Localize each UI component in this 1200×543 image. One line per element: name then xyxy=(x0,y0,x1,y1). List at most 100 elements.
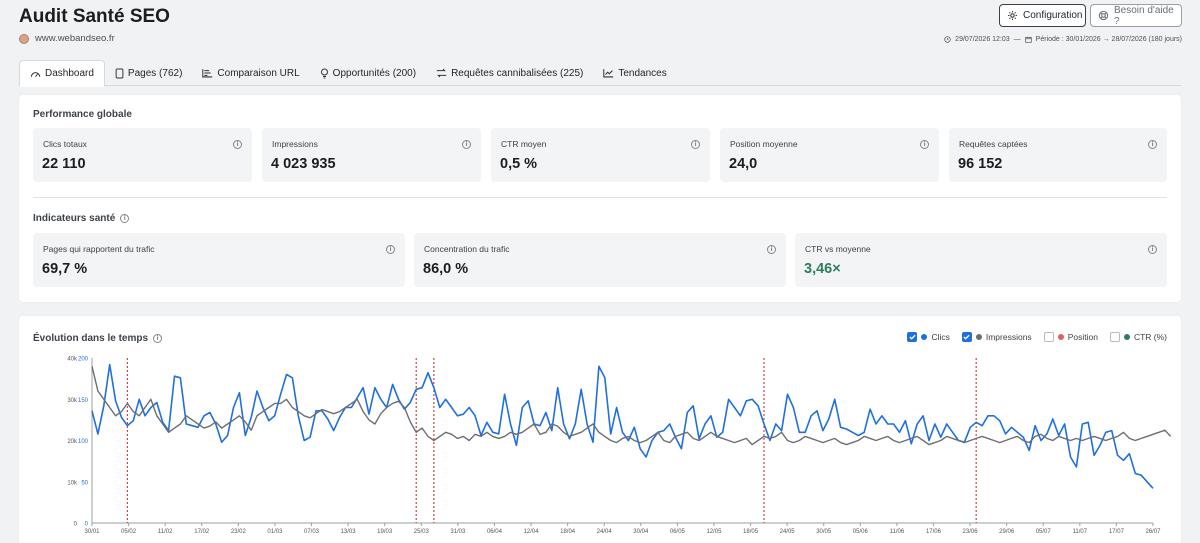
y-right-tick-label: 100 xyxy=(78,439,89,445)
gauge-icon xyxy=(30,71,41,77)
x-tick-label: 24/05 xyxy=(780,529,796,535)
tab-label: Tendances xyxy=(618,67,667,79)
x-tick-label: 26/07 xyxy=(1145,529,1161,535)
kpi-value: 4 023 935 xyxy=(271,156,336,172)
kpi-card-clics: Clics totaux 22 110 i xyxy=(33,128,252,182)
info-icon[interactable]: i xyxy=(767,245,776,254)
x-tick-label: 31/03 xyxy=(450,529,466,535)
performance-panel: Performance globale Clics totaux 22 110 … xyxy=(19,95,1181,302)
info-icon[interactable]: i xyxy=(1148,140,1157,149)
checkbox-ctr[interactable] xyxy=(1109,332,1120,342)
health-card-concentration: Concentration du trafic 86,0 % i xyxy=(414,233,786,287)
health-card-pages: Pages qui rapportent du trafic 69,7 % i xyxy=(33,233,405,287)
info-icon[interactable]: i xyxy=(462,140,471,149)
tab-label: Dashboard xyxy=(45,68,94,79)
checkbox-impressions[interactable] xyxy=(961,332,972,342)
health-label: CTR vs moyenne xyxy=(805,244,871,254)
legend-label: CTR (%) xyxy=(1133,332,1167,342)
y-left-tick-label: 30k xyxy=(67,398,78,404)
tab-comparaison-url[interactable]: Comparaison URL xyxy=(192,60,309,86)
info-icon[interactable]: i xyxy=(153,334,163,343)
kpi-value: 22 110 xyxy=(42,156,86,172)
configuration-button[interactable]: Configuration xyxy=(999,4,1086,27)
kpi-label: Clics totaux xyxy=(43,139,87,149)
x-tick-label: 30/04 xyxy=(633,529,649,535)
tab-requetes-cannibalisees[interactable]: Requêtes cannibalisées (225) xyxy=(426,60,593,86)
favicon-icon xyxy=(19,33,29,44)
kpi-value: 96 152 xyxy=(958,156,1003,172)
help-button[interactable]: Besoin d'aide ? xyxy=(1090,4,1182,27)
info-icon[interactable]: i xyxy=(1148,245,1157,254)
page-title: Audit Santé SEO xyxy=(19,6,170,27)
kpi-value: 24,0 xyxy=(729,156,758,172)
x-tick-label: 01/03 xyxy=(267,529,283,535)
health-label: Pages qui rapportent du trafic xyxy=(43,244,155,254)
evolution-chart: 0 10k 20k 30k 40k 0 50 100 150 200 30/01 05/02 11/02… xyxy=(67,357,1172,535)
x-tick-label: 11/07 xyxy=(1073,529,1088,535)
legend-clics[interactable]: Clics xyxy=(907,332,950,342)
tab-dashboard[interactable]: Dashboard xyxy=(19,60,105,87)
x-tick-label: 12/05 xyxy=(706,529,722,535)
tab-tendances[interactable]: Tendances xyxy=(593,60,676,86)
x-tick-label: 12/04 xyxy=(524,529,540,535)
x-tick-label: 05/07 xyxy=(1036,529,1052,535)
site-url-text: www.webandseo.fr xyxy=(35,33,115,44)
legend-dot-clics xyxy=(921,334,928,340)
info-icon[interactable]: i xyxy=(691,140,700,149)
y-right-tick-label: 0 xyxy=(85,522,89,528)
kpi-label: CTR moyen xyxy=(501,139,547,149)
legend-position[interactable]: Position xyxy=(1043,332,1098,342)
meta-separator: — xyxy=(1013,36,1021,43)
checkbox-clics[interactable] xyxy=(907,332,918,342)
chart-legend: Clics Impressions Position CTR (%) xyxy=(907,332,1167,342)
y-right-tick-label: 50 xyxy=(81,480,88,486)
legend-dot-impressions xyxy=(975,334,982,340)
x-tick-label: 05/06 xyxy=(853,529,869,535)
x-tick-label: 18/05 xyxy=(743,529,759,535)
health-value: 86,0 % xyxy=(423,261,469,277)
kpi-card-impressions: Impressions 4 023 935 i xyxy=(262,128,481,182)
x-tick-label: 18/04 xyxy=(560,529,576,535)
y-left-tick-label: 10k xyxy=(67,480,78,486)
legend-dot-ctr xyxy=(1123,334,1130,340)
x-tick-label: 23/02 xyxy=(231,529,247,535)
x-tick-label: 07/03 xyxy=(304,529,320,535)
y-right-tick-label: 200 xyxy=(78,357,89,363)
health-title-text: Indicateurs santé xyxy=(33,213,116,224)
x-tick-label: 06/04 xyxy=(487,529,503,535)
x-tick-label: 17/02 xyxy=(194,529,210,535)
info-icon[interactable]: i xyxy=(233,140,242,149)
gear-icon xyxy=(1008,11,1017,20)
series-line-clics xyxy=(91,363,1154,489)
legend-label: Impressions xyxy=(985,332,1032,342)
trend-icon xyxy=(603,69,614,78)
health-label: Concentration du trafic xyxy=(424,244,510,254)
x-tick-label: 25/03 xyxy=(414,529,430,535)
tab-label: Opportunités (200) xyxy=(332,67,417,79)
tab-label: Comparaison URL xyxy=(217,67,300,79)
x-tick-label: 19/03 xyxy=(377,529,393,535)
x-tick-label: 29/06 xyxy=(999,529,1015,535)
series-line-impressions xyxy=(91,366,1172,446)
legend-ctr[interactable]: CTR (%) xyxy=(1109,332,1167,342)
page-icon xyxy=(115,68,124,78)
x-tick-label: 30/01 xyxy=(84,529,100,535)
info-icon[interactable]: i xyxy=(920,140,929,149)
info-icon[interactable]: i xyxy=(386,245,395,254)
y-right-tick-label: 150 xyxy=(78,398,89,404)
y-left-tick-label: 40k xyxy=(67,357,78,363)
help-label: Besoin d'aide ? xyxy=(1114,4,1174,27)
evolution-title: Évolution dans le temps i xyxy=(33,333,163,344)
x-tick-label: 11/06 xyxy=(890,529,905,535)
kpi-label: Impressions xyxy=(272,139,318,149)
x-tick-label: 24/04 xyxy=(597,529,613,535)
x-tick-label: 23/06 xyxy=(963,529,979,535)
legend-impressions[interactable]: Impressions xyxy=(961,332,1032,342)
performance-title: Performance globale xyxy=(33,109,132,120)
kpi-card-ctr: CTR moyen 0,5 % i xyxy=(491,128,710,182)
checkbox-position[interactable] xyxy=(1043,332,1054,342)
health-value: 69,7 % xyxy=(42,261,88,277)
tab-pages[interactable]: Pages (762) xyxy=(105,60,192,86)
tab-opportunites[interactable]: Opportunités (200) xyxy=(310,60,426,86)
info-icon[interactable]: i xyxy=(120,214,130,223)
